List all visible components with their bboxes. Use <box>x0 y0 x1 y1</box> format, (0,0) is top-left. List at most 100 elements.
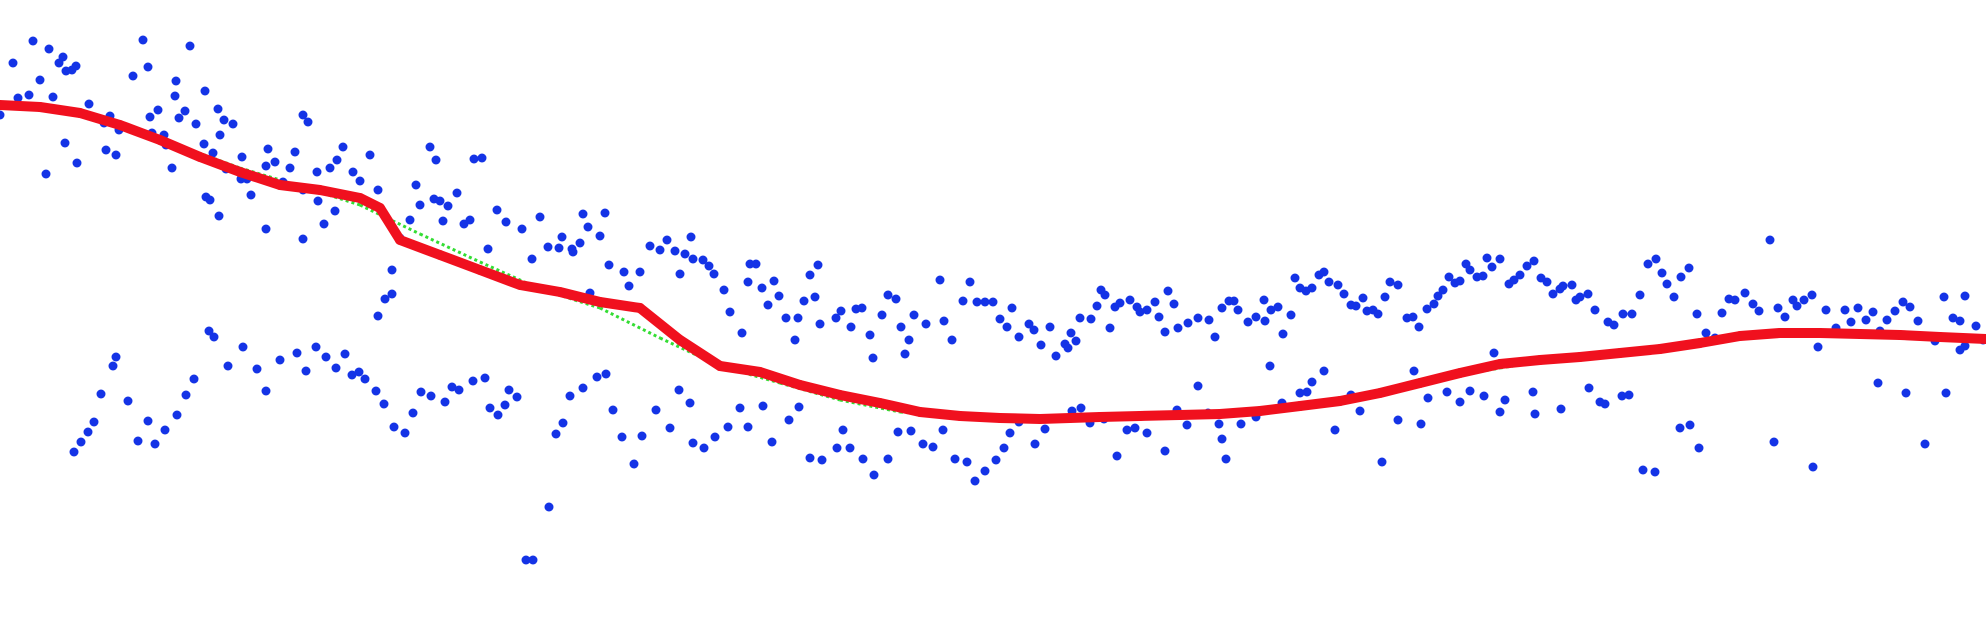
data-point <box>698 255 708 265</box>
truth-curve-segment <box>359 203 421 236</box>
data-point <box>1075 313 1085 323</box>
data-point <box>24 90 34 100</box>
data-point <box>699 443 709 453</box>
smoothed-curve-segment <box>75 108 125 130</box>
data-point <box>1780 312 1790 322</box>
data-point <box>962 457 972 467</box>
data-point <box>28 36 38 46</box>
data-point <box>199 139 209 149</box>
data-point <box>1130 423 1140 433</box>
smoothed-curve-segment <box>115 120 165 145</box>
data-point <box>1105 323 1115 333</box>
data-point <box>171 76 181 86</box>
smoothed-curve-segment <box>195 152 245 177</box>
data-point <box>1040 424 1050 434</box>
smoothed-curve-layer <box>0 100 1986 424</box>
smoothed-curve-segment <box>1335 388 1385 406</box>
data-point <box>365 150 375 160</box>
data-point <box>380 294 390 304</box>
data-point <box>891 294 901 304</box>
data-point <box>1142 428 1152 438</box>
data-point <box>373 311 383 321</box>
data-point <box>1210 332 1220 342</box>
data-point <box>1135 307 1145 317</box>
data-point <box>167 163 177 173</box>
data-point <box>858 454 868 464</box>
data-point <box>435 196 445 206</box>
data-point <box>1351 301 1361 311</box>
data-point <box>1861 315 1871 325</box>
data-point <box>1014 332 1024 342</box>
data-point <box>1286 310 1296 320</box>
data-point <box>813 260 823 270</box>
data-point <box>685 398 695 408</box>
data-point <box>1385 277 1395 287</box>
smoothed-curve-segment <box>1095 411 1145 422</box>
data-point <box>1624 390 1634 400</box>
smoothed-curve-segment <box>1935 332 1986 344</box>
data-point <box>583 222 593 232</box>
data-point <box>261 386 271 396</box>
data-point <box>947 335 957 345</box>
data-point <box>143 416 153 426</box>
data-point <box>790 335 800 345</box>
data-point <box>1115 298 1125 308</box>
data-point <box>651 405 661 415</box>
data-point <box>138 35 148 45</box>
data-point <box>680 249 690 259</box>
data-point <box>1650 467 1660 477</box>
data-point <box>1319 366 1329 376</box>
data-point <box>1295 388 1305 398</box>
data-point <box>298 234 308 244</box>
data-point <box>1324 277 1334 287</box>
data-point <box>1955 316 1965 326</box>
data-point <box>1444 272 1454 282</box>
data-point <box>1154 312 1164 322</box>
data-point <box>1125 295 1135 305</box>
data-point <box>1307 283 1317 293</box>
data-point <box>1773 303 1783 313</box>
data-point <box>1333 280 1343 290</box>
data-point <box>857 303 867 313</box>
data-point <box>906 426 916 436</box>
data-point <box>751 259 761 269</box>
data-point <box>501 217 511 227</box>
data-point <box>1748 299 1758 309</box>
data-point <box>504 385 514 395</box>
data-point <box>303 117 313 127</box>
data-point <box>743 422 753 432</box>
data-point <box>784 415 794 425</box>
data-point <box>321 352 331 362</box>
data-point <box>608 405 618 415</box>
data-point <box>1618 309 1628 319</box>
smoothed-curve-segment <box>1575 348 1625 362</box>
data-point <box>1808 462 1818 472</box>
data-point <box>1509 275 1519 285</box>
data-point <box>389 422 399 432</box>
data-point <box>408 408 418 418</box>
data-point <box>900 349 910 359</box>
data-point <box>909 310 919 320</box>
data-point <box>1754 306 1764 316</box>
data-point <box>1455 397 1465 407</box>
data-point <box>757 283 767 293</box>
data-point <box>1890 306 1900 316</box>
data-point <box>1051 351 1061 361</box>
data-point <box>1092 301 1102 311</box>
data-point <box>1330 425 1340 435</box>
data-point <box>440 397 450 407</box>
data-point <box>228 119 238 129</box>
smoothed-curve-segment <box>275 180 325 195</box>
data-point <box>492 205 502 215</box>
data-point <box>416 387 426 397</box>
smoothed-curve-segment <box>35 102 85 118</box>
data-point <box>1229 296 1239 306</box>
truth-curve-segment <box>599 306 661 340</box>
data-point <box>805 270 815 280</box>
data-point <box>1617 391 1627 401</box>
data-point <box>1487 262 1497 272</box>
data-point <box>1567 280 1577 290</box>
data-point <box>709 269 719 279</box>
data-point <box>799 296 809 306</box>
